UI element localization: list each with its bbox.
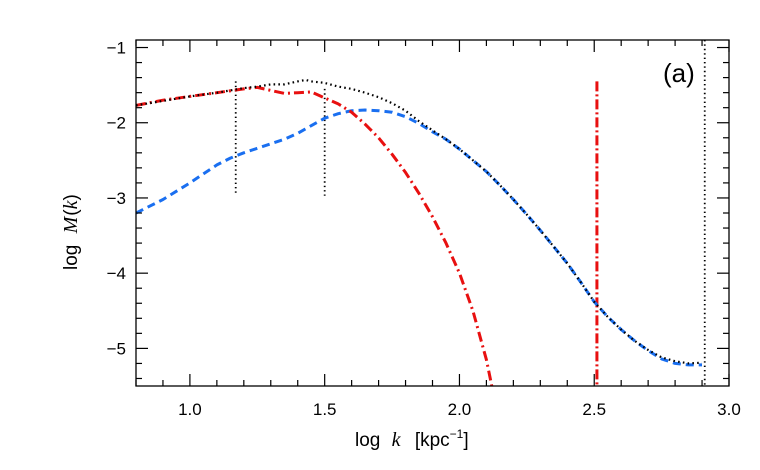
y-tick-label: −5	[107, 339, 126, 358]
x-axis-title-exp: −1	[450, 427, 464, 441]
series-line-total	[136, 78, 703, 365]
x-tick-label: 1.0	[178, 400, 202, 419]
series-line-large-scale-component	[136, 85, 494, 386]
y-tick-label: −4	[107, 264, 126, 283]
x-tick-label: 3.0	[717, 400, 741, 419]
y-axis-title-paren-open: (	[61, 209, 82, 216]
y-tick-label: −3	[107, 189, 126, 208]
plot-area	[136, 40, 706, 386]
y-axis-title-var: M	[60, 215, 82, 234]
x-tick-labels: 1.0 1.5 2.0 2.5 3.0	[178, 400, 741, 419]
y-axis-title-prefix: log	[61, 245, 82, 270]
y-tick-labels: −5 −4 −3 −2 −1	[107, 39, 126, 359]
x-tick-label: 1.5	[313, 400, 337, 419]
y-tick-label: −1	[107, 39, 126, 58]
y-axis-title: log M(k)	[60, 194, 82, 270]
x-axis-title-unit: [kpc	[415, 430, 450, 451]
x-tick-label: 2.0	[448, 400, 472, 419]
axis-ticks	[135, 40, 730, 386]
x-axis-title-close: ]	[463, 430, 468, 451]
x-axis-title-var: k	[392, 429, 402, 451]
y-axis-title-paren-close: )	[61, 194, 82, 200]
x-tick-label: 2.5	[582, 400, 606, 419]
y-tick-label: −2	[107, 114, 126, 133]
x-axis-title: log k [kpc−1]	[355, 427, 469, 451]
y-axis-title-arg: k	[60, 199, 82, 209]
panel-label: (a)	[663, 58, 695, 88]
x-axis-title-prefix: log	[355, 430, 380, 451]
